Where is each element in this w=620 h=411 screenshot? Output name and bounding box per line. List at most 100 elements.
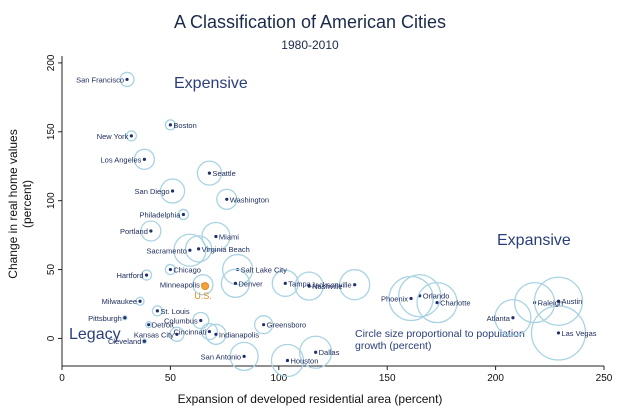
point-indianapolis <box>214 332 218 336</box>
bubble-phoenix <box>388 275 434 322</box>
bubble-columbus <box>192 311 210 330</box>
label-san-francisco: San Francisco <box>76 75 124 84</box>
point-greensboro <box>262 323 266 327</box>
bubble-virginia-beach <box>184 235 213 263</box>
point-denver <box>233 281 238 285</box>
label-orlando: Orlando <box>423 292 450 301</box>
point-tampa <box>283 281 287 285</box>
bubble-greensboro <box>253 315 274 335</box>
point-cincinnati <box>207 329 212 334</box>
label-miami: Miami <box>219 232 239 241</box>
y-tick-label-100: 100 <box>46 192 57 209</box>
label-philadelphia: Philadelphia <box>140 210 182 219</box>
label-greensboro: Greensboro <box>267 321 307 330</box>
bubble-tampa <box>271 269 299 297</box>
label-phoenix: Phoenix <box>381 294 408 303</box>
label-hartford: Hartford <box>116 271 143 280</box>
annotation-legacy: Legacy <box>69 326 121 343</box>
bubble-houston <box>270 343 305 378</box>
bubble-chicago <box>164 263 177 276</box>
point-new-york <box>129 134 133 138</box>
bubble-jacksonville <box>339 269 371 301</box>
label-boston: Boston <box>173 121 196 130</box>
label-portland: Portland <box>120 227 148 236</box>
bubble-detroit <box>145 321 153 329</box>
point-san-diego <box>170 189 175 193</box>
bubble-kansas-city <box>169 326 185 342</box>
chart-subtitle: 1980-2010 <box>281 38 339 52</box>
bubble-pittsburgh <box>122 315 128 321</box>
label-indianapolis: Indianapolis <box>219 330 259 339</box>
y-tick-label-150: 150 <box>46 123 57 140</box>
point-sacramento <box>188 248 192 252</box>
bubble-hartford <box>140 269 153 281</box>
y-tick-label-0: 0 <box>46 335 57 341</box>
bubble-los-angeles <box>133 148 156 170</box>
label-minneapolis: Minneapolis <box>160 281 200 290</box>
bubble-portland <box>140 220 162 242</box>
bubble-austin <box>533 276 584 326</box>
point-philadelphia <box>181 212 186 217</box>
label-salt-lake-city: Salt Lake City <box>241 266 288 275</box>
label-us: U.S. <box>194 291 212 301</box>
x-tick-label-50: 50 <box>165 373 177 384</box>
bubble-atlanta <box>494 299 532 337</box>
label-jacksonville: Jacksonville <box>311 281 351 290</box>
point-nashville <box>307 284 311 288</box>
bubble-minneapolis <box>192 274 214 296</box>
point-kansas-city <box>175 332 179 336</box>
bubble-raleigh <box>513 281 556 324</box>
label-cincinnati: Cincinnati <box>173 328 206 337</box>
city-labels: San Francisco Boston New York Los Angeles Se… <box>76 75 597 365</box>
point-pittsburgh <box>123 316 127 320</box>
label-san-diego: San Diego <box>135 187 170 196</box>
point-san-francisco <box>125 77 129 82</box>
bubble-denver <box>220 268 251 298</box>
label-nashville: Nashville <box>312 282 342 291</box>
bubble-boston <box>164 119 177 131</box>
circle-size-note: Circle size proportional to population g… <box>355 328 525 352</box>
label-new-york: New York <box>97 132 129 141</box>
bubble-cleveland <box>141 338 148 344</box>
x-tick-label-250: 250 <box>596 373 613 384</box>
y-tick-label-50: 50 <box>46 264 57 276</box>
label-pittsburgh: Pittsburgh <box>88 314 122 323</box>
axis-ticks: 0 50 100 150 200 250 0 50 100 150 200 <box>46 54 613 384</box>
bubble-sacramento <box>173 233 207 267</box>
point-st-louis <box>155 309 159 313</box>
label-kansas-city: Kansas City <box>134 330 174 339</box>
point-charlotte <box>435 301 439 305</box>
point-portland <box>149 229 153 233</box>
label-detroit: Detroit <box>152 321 175 330</box>
bubble-indianapolis <box>205 323 227 345</box>
bubble-new-york <box>125 130 138 142</box>
bubble-st-louis <box>151 305 164 317</box>
point-detroit <box>147 323 151 327</box>
point-columbus <box>199 318 203 323</box>
label-chicago: Chicago <box>173 266 201 275</box>
point-phoenix <box>409 296 413 301</box>
label-charlotte: Charlotte <box>440 299 470 308</box>
x-tick-label-150: 150 <box>379 373 396 384</box>
label-columbus: Columbus <box>164 317 198 326</box>
annotation-expensive: Expensive <box>174 75 248 92</box>
bubble-orlando <box>398 274 442 318</box>
point-houston <box>285 358 290 363</box>
point-washington <box>225 197 229 201</box>
point-cleveland <box>142 339 146 343</box>
bubble-nashville <box>294 271 324 301</box>
point-seattle <box>207 171 212 175</box>
point-us <box>201 282 210 291</box>
label-seattle: Seattle <box>212 169 235 178</box>
point-dallas <box>314 350 318 354</box>
label-st-louis: St. Louis <box>160 307 189 316</box>
population-circles <box>119 71 587 378</box>
point-atlanta <box>511 316 515 320</box>
label-raleigh: Raleigh <box>538 299 563 308</box>
chart-title: A Classification of American Cities <box>173 12 447 32</box>
bubble-charlotte <box>416 281 458 324</box>
bubble-las-vegas <box>530 305 587 361</box>
point-las-vegas <box>556 331 561 335</box>
bubble-philadelphia <box>177 208 190 221</box>
